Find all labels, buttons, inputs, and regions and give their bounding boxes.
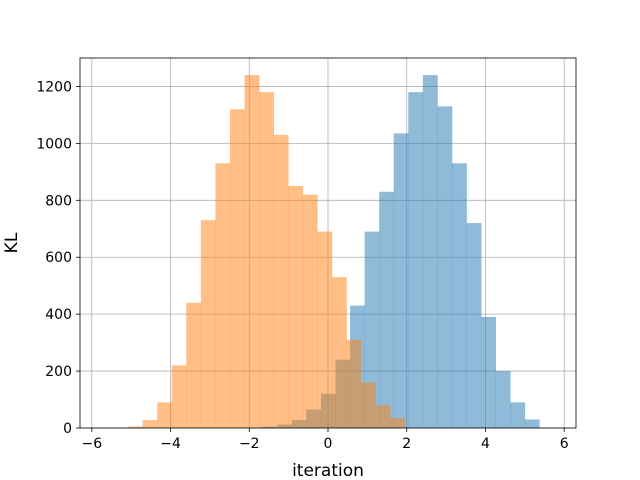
x-tick-label: 6 (560, 436, 569, 452)
y-axis-label: KL (2, 232, 22, 253)
histogram-bar-series-1 (364, 231, 380, 428)
x-tick-label: −6 (81, 436, 102, 452)
histogram-bar-series-2 (390, 418, 406, 428)
histogram-bar-series-1 (422, 75, 438, 429)
histogram-bar-series-2 (317, 231, 333, 428)
histogram-bar-series-2 (346, 339, 362, 428)
x-tick-label: −2 (239, 436, 260, 452)
x-tick-label: 2 (402, 436, 411, 452)
histogram-bar-series-1 (510, 402, 526, 428)
histogram-bar-series-2 (244, 75, 260, 429)
histogram-bar-series-1 (437, 106, 453, 428)
axis-ticks: −6 −4 −2 0 2 4 6 0 200 400 600 800 1000 1200 (36, 79, 568, 452)
histogram-bar-series-2 (157, 402, 173, 428)
y-tick-label: 200 (45, 364, 72, 380)
y-tick-label: 1200 (36, 79, 72, 95)
histogram-bar-series-2 (200, 220, 216, 428)
x-tick-label: 0 (324, 436, 333, 452)
histogram-bar-series-2 (171, 365, 187, 428)
y-tick-label: 800 (45, 193, 72, 209)
x-axis-label: iteration (292, 461, 364, 480)
x-tick-label: 4 (481, 436, 490, 452)
y-tick-label: 400 (45, 307, 72, 323)
histogram-bar-series-1 (524, 419, 540, 428)
histogram-bar-series-2 (186, 302, 202, 428)
histogram-bar-series-1 (393, 133, 409, 428)
y-tick-label: 1000 (36, 136, 72, 152)
histogram-bar-series-1 (379, 191, 395, 428)
histogram-bar-series-2 (142, 420, 158, 428)
histogram-bar-series-2 (288, 186, 304, 428)
histogram-bar-series-1 (495, 371, 511, 428)
y-tick-label: 600 (45, 250, 72, 266)
histogram-bar-series-2 (331, 277, 347, 428)
histogram-bar-series-2 (259, 92, 274, 429)
histogram-bar-series-2 (375, 405, 391, 428)
histogram-bar-series-2 (128, 426, 143, 428)
histogram-bar-series-2 (361, 382, 376, 428)
histogram-bars (128, 75, 540, 429)
histogram-bar-series-2 (302, 194, 318, 428)
histogram-bar-series-2 (273, 134, 289, 428)
histogram-bar-series-1 (408, 92, 424, 429)
x-tick-label: −4 (160, 436, 181, 452)
histogram-bar-series-1 (466, 223, 482, 428)
histogram-bar-series-2 (229, 109, 245, 428)
histogram-bar-series-1 (481, 317, 496, 428)
histogram-bar-series-1 (452, 163, 467, 429)
y-tick-label: 0 (63, 421, 72, 437)
histogram-bar-series-2 (215, 163, 231, 429)
